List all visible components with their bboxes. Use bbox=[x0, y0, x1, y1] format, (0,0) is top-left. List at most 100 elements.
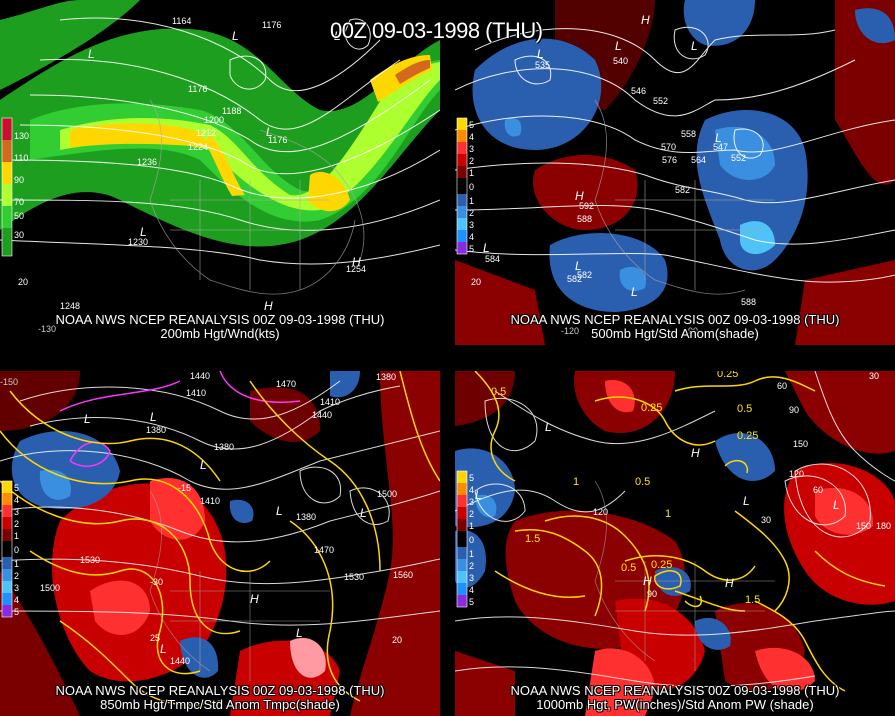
svg-text:1410: 1410 bbox=[186, 388, 206, 398]
svg-text:60: 60 bbox=[777, 381, 787, 391]
svg-text:592: 592 bbox=[579, 201, 594, 211]
height-contours-1000mb bbox=[455, 371, 895, 687]
map-200mb: 1164 1176 1176 1188 1200 1212 1224 1236 … bbox=[0, 0, 440, 345]
svg-text:120: 120 bbox=[789, 469, 804, 479]
svg-text:1440: 1440 bbox=[190, 371, 210, 381]
svg-text:1380: 1380 bbox=[296, 512, 316, 522]
svg-text:90: 90 bbox=[14, 175, 24, 185]
svg-text:1: 1 bbox=[469, 168, 474, 178]
svg-text:2: 2 bbox=[14, 571, 19, 581]
svg-text:70: 70 bbox=[14, 197, 24, 207]
svg-text:0.5: 0.5 bbox=[621, 562, 636, 574]
map-1000mb: 0.25 0.5 0.25 0.5 0.25 1 1.5 0.5 0.25 1 … bbox=[455, 371, 895, 716]
svg-text:552: 552 bbox=[653, 96, 668, 106]
svg-text:L: L bbox=[334, 29, 341, 43]
svg-text:558: 558 bbox=[681, 129, 696, 139]
svg-text:3: 3 bbox=[14, 507, 19, 517]
coastlines-500mb bbox=[594, 99, 775, 295]
panel-caption-line2: 1000mb Hgt, PW(inches)/Std Anom PW (shad… bbox=[536, 697, 814, 712]
svg-text:0.25: 0.25 bbox=[737, 430, 758, 442]
svg-text:L: L bbox=[631, 285, 638, 299]
svg-text:0.5: 0.5 bbox=[635, 476, 650, 488]
svg-text:5: 5 bbox=[469, 473, 474, 483]
svg-text:H: H bbox=[641, 13, 650, 27]
anom-pink bbox=[290, 637, 326, 678]
svg-text:150: 150 bbox=[793, 439, 808, 449]
svg-text:1176: 1176 bbox=[262, 20, 281, 30]
svg-text:L: L bbox=[296, 626, 303, 640]
svg-text:1254: 1254 bbox=[346, 264, 366, 274]
svg-text:582: 582 bbox=[567, 274, 582, 284]
svg-text:30: 30 bbox=[761, 515, 771, 525]
panel-500mb: 535 540 546 552 558 570 576 564 582 588 … bbox=[455, 0, 895, 345]
svg-text:1440: 1440 bbox=[312, 410, 332, 420]
panel-caption-line2: 200mb Hgt/Wnd(kts) bbox=[160, 326, 280, 341]
panel-850mb: 1440 1410 1380 1470 1380 1410 1440 1500 … bbox=[0, 371, 440, 716]
contour-labels-200mb: 1164 1176 1176 1188 1200 1212 1224 1236 … bbox=[18, 16, 366, 311]
lows-highs-200mb: L L L L L H H bbox=[88, 29, 361, 313]
svg-text:1470: 1470 bbox=[276, 379, 296, 389]
coastlines-200mb bbox=[149, 99, 365, 295]
svg-text:L: L bbox=[691, 39, 698, 53]
svg-text:570: 570 bbox=[661, 142, 676, 152]
panel-caption-line1: NOAA NWS NCEP REANALYSIS 00Z 09-03-1998 … bbox=[55, 312, 385, 327]
height-contours-200mb bbox=[0, 17, 440, 265]
panel-caption-line2: 850mb Hgt/Tmpc/Std Anom Tmpc(shade) bbox=[100, 697, 340, 712]
temp-contours-850mb bbox=[0, 371, 440, 706]
anom-red-west bbox=[533, 155, 638, 230]
svg-text:5: 5 bbox=[469, 120, 474, 130]
svg-text:588: 588 bbox=[577, 214, 592, 224]
svg-text:1470: 1470 bbox=[314, 545, 334, 555]
height-contours-850mb bbox=[0, 380, 440, 626]
svg-text:546: 546 bbox=[631, 86, 646, 96]
legend-850mb: 5 4 3 2 1 0 1 2 3 4 5 bbox=[1, 480, 19, 618]
svg-text:L: L bbox=[537, 47, 544, 61]
lon-label: -130 bbox=[38, 324, 56, 334]
panel-caption-line1: NOAA NWS NCEP REANALYSIS 00Z 09-03-1998 … bbox=[510, 312, 840, 327]
svg-text:L: L bbox=[360, 506, 367, 520]
svg-text:1380: 1380 bbox=[214, 442, 234, 452]
anom-blue-n bbox=[683, 0, 755, 46]
svg-text:1: 1 bbox=[14, 559, 19, 569]
svg-text:2: 2 bbox=[14, 519, 19, 529]
svg-text:L: L bbox=[150, 410, 157, 424]
svg-text:1224: 1224 bbox=[188, 142, 208, 152]
svg-text:1440: 1440 bbox=[170, 656, 190, 666]
svg-text:L: L bbox=[545, 420, 552, 434]
anom-blue-ne bbox=[855, 8, 895, 44]
svg-text:20: 20 bbox=[392, 635, 402, 645]
svg-text:3: 3 bbox=[14, 583, 19, 593]
svg-text:110: 110 bbox=[14, 153, 28, 163]
legend-500mb: 5 4 3 2 1 0 1 2 3 4 5 bbox=[456, 117, 474, 255]
svg-text:1410: 1410 bbox=[320, 397, 340, 407]
anom-blue2 bbox=[715, 126, 775, 180]
svg-text:3: 3 bbox=[469, 144, 474, 154]
svg-text:-30: -30 bbox=[150, 577, 163, 587]
svg-text:4: 4 bbox=[14, 595, 19, 605]
svg-text:3: 3 bbox=[469, 220, 474, 230]
lows-highs-500mb: L L H L L H L L L bbox=[483, 13, 722, 299]
wind-jet-90b bbox=[205, 135, 245, 196]
svg-text:0: 0 bbox=[14, 545, 19, 555]
svg-text:1.5: 1.5 bbox=[525, 533, 540, 545]
coastlines-1000mb bbox=[594, 480, 775, 671]
svg-text:0.5: 0.5 bbox=[737, 403, 752, 415]
wind-band-north bbox=[0, 0, 140, 90]
anom-red-se bbox=[795, 260, 895, 345]
wind-jet-90c bbox=[308, 171, 350, 212]
panel-caption-line1: NOAA NWS NCEP REANALYSIS 00Z 09-03-1998 … bbox=[55, 683, 385, 698]
wind-band-70 bbox=[60, 62, 440, 211]
svg-text:4: 4 bbox=[469, 585, 474, 595]
anom-blue-nw bbox=[472, 38, 602, 150]
svg-text:120: 120 bbox=[593, 507, 608, 517]
svg-text:60: 60 bbox=[813, 485, 823, 495]
svg-text:1530: 1530 bbox=[80, 555, 100, 565]
svg-text:0.25: 0.25 bbox=[641, 402, 662, 414]
svg-text:130: 130 bbox=[14, 131, 29, 141]
svg-text:1: 1 bbox=[14, 531, 19, 541]
svg-text:1500: 1500 bbox=[40, 583, 60, 593]
svg-text:582: 582 bbox=[577, 270, 592, 280]
svg-text:90: 90 bbox=[789, 405, 799, 415]
svg-text:1: 1 bbox=[469, 521, 474, 531]
page-title: 00Z 09-03-1998 (THU) bbox=[330, 18, 543, 43]
